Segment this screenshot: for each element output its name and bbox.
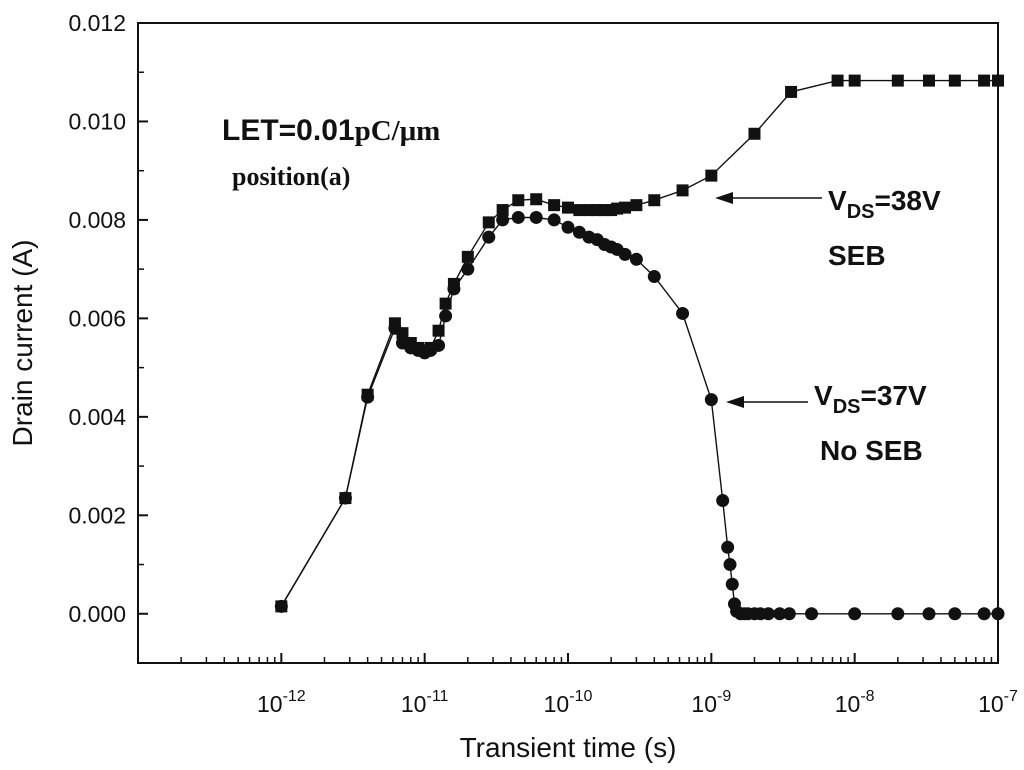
position-annotation: position(a): [232, 162, 350, 191]
x-tick-label: 10-7: [978, 688, 1018, 717]
data-point-square: [512, 194, 525, 207]
data-point-circle: [676, 306, 690, 320]
data-point-circle: [274, 599, 288, 613]
vds37-value: =37V: [860, 380, 926, 411]
let-annotation: LET=0.01pC/μm: [222, 114, 440, 147]
data-point-square: [748, 127, 761, 140]
let-prefix: LET=0.01: [222, 114, 355, 147]
arrow-38v-head: [715, 192, 733, 204]
data-point-square: [705, 169, 718, 182]
data-point-circle: [948, 607, 962, 621]
y-tick-label: 0.002: [68, 502, 126, 528]
data-point-circle: [561, 220, 575, 234]
data-point-circle: [572, 225, 586, 239]
data-point-circle: [761, 607, 775, 621]
data-point-square: [461, 250, 474, 263]
data-point-circle: [721, 540, 735, 554]
data-point-circle: [922, 607, 936, 621]
data-point-circle: [629, 252, 643, 266]
vds37-sub: DS: [833, 396, 861, 418]
data-point-circle: [647, 270, 661, 284]
series-circle-line: [280, 216, 998, 615]
data-point-square: [831, 74, 844, 87]
x-tick-label: 10-11: [401, 688, 449, 717]
data-point-circle: [725, 577, 739, 591]
data-point-square: [619, 201, 632, 214]
y-axis-label: Drain current (A): [7, 240, 38, 447]
data-point-square: [676, 184, 689, 197]
data-point-square: [573, 204, 586, 217]
data-point-circle: [723, 558, 737, 572]
vds38-desc: SEB: [828, 240, 886, 271]
data-point-square: [992, 74, 1004, 87]
data-point-square: [948, 74, 961, 87]
y-tick-label: 0.000: [68, 601, 126, 627]
data-point-square: [530, 193, 543, 206]
data-point-circle: [991, 607, 1005, 621]
data-point-circle: [447, 282, 461, 296]
vds37-label: VDS=37V: [814, 380, 927, 418]
x-axis-label: Transient time (s): [460, 732, 677, 763]
data-point-circle: [388, 321, 402, 335]
arrow-37v-head: [726, 396, 744, 408]
data-point-square: [482, 216, 495, 229]
x-tick-label: 10-10: [544, 688, 593, 717]
y-tick-label: 0.006: [68, 305, 126, 331]
data-point-circle: [461, 262, 475, 276]
vds38-v: V: [828, 185, 847, 216]
x-tick-label: 10-8: [835, 688, 875, 717]
data-point-circle: [511, 210, 525, 224]
data-point-square: [848, 74, 861, 87]
data-point-circle: [805, 607, 819, 621]
y-tick-label: 0.004: [68, 404, 126, 430]
data-point-circle: [716, 494, 730, 508]
data-point-circle: [482, 230, 496, 244]
data-point-circle: [782, 607, 796, 621]
let-unit: pC/μm: [355, 115, 441, 147]
data-point-square: [785, 85, 798, 98]
data-point-square: [922, 74, 935, 87]
data-point-circle: [618, 247, 632, 261]
data-point-circle: [547, 213, 561, 227]
vds38-label: VDS=38V: [828, 185, 941, 223]
y-tick-label: 0.008: [68, 207, 126, 233]
vds38-value: =38V: [874, 185, 940, 216]
data-point-square: [562, 201, 574, 214]
data-point-circle: [432, 338, 446, 352]
y-tick-label: 0.012: [68, 10, 126, 36]
x-tick-label: 10-12: [257, 688, 306, 717]
data-point-circle: [361, 390, 375, 404]
x-axis-ticks: 10-12 10-11 10-10 10-9 10-8 10-7: [137, 653, 1018, 717]
data-point-square: [496, 204, 509, 217]
data-point-circle: [848, 607, 862, 621]
data-point-circle: [704, 393, 718, 407]
data-point-circle: [529, 210, 543, 224]
series-group: [274, 74, 1005, 621]
data-point-circle: [439, 309, 453, 323]
data-point-square: [891, 74, 904, 87]
vds37-desc: No SEB: [820, 435, 923, 466]
vds38-sub: DS: [847, 201, 875, 223]
data-point-square: [630, 199, 643, 212]
data-point-circle: [977, 607, 991, 621]
data-point-circle: [773, 607, 787, 621]
data-point-circle: [338, 491, 352, 505]
data-point-square: [548, 199, 561, 212]
y-tick-label: 0.010: [68, 108, 126, 134]
data-point-square: [978, 74, 991, 87]
data-point-circle: [891, 607, 905, 621]
x-tick-label: 10-9: [691, 688, 731, 717]
data-point-square: [648, 194, 661, 207]
y-axis-ticks: 0.000 0.002 0.004 0.006 0.008 0.010 0.012: [68, 10, 148, 664]
vds37-v: V: [814, 380, 833, 411]
data-point-circle: [496, 213, 510, 227]
